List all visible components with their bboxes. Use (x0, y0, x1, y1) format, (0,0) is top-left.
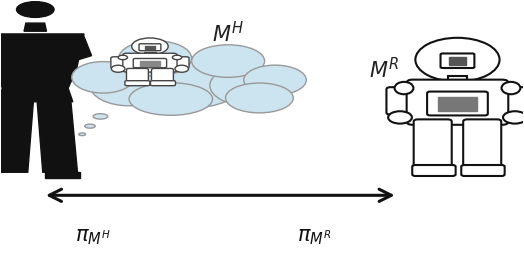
Text: $\pi_{M^R}$: $\pi_{M^R}$ (297, 227, 331, 247)
Ellipse shape (90, 65, 168, 106)
FancyBboxPatch shape (386, 87, 414, 115)
Ellipse shape (210, 65, 288, 106)
Polygon shape (0, 88, 73, 102)
Ellipse shape (395, 82, 413, 94)
Ellipse shape (501, 82, 520, 94)
Ellipse shape (118, 55, 127, 60)
Ellipse shape (172, 55, 182, 60)
Bar (145, 46, 155, 49)
Bar (447, 76, 467, 83)
Ellipse shape (72, 62, 134, 93)
FancyBboxPatch shape (413, 119, 452, 170)
Circle shape (175, 65, 189, 72)
Ellipse shape (118, 41, 192, 76)
FancyBboxPatch shape (500, 87, 524, 115)
Polygon shape (45, 172, 80, 178)
Circle shape (112, 65, 125, 72)
FancyBboxPatch shape (125, 81, 150, 86)
Bar (449, 57, 466, 65)
Text: $M^H$: $M^H$ (212, 21, 244, 47)
Ellipse shape (225, 83, 293, 113)
Text: $M^R$: $M^R$ (369, 57, 400, 82)
Ellipse shape (16, 2, 54, 17)
Ellipse shape (129, 83, 213, 115)
Polygon shape (0, 37, 63, 77)
Polygon shape (37, 102, 78, 172)
Polygon shape (0, 102, 34, 172)
FancyBboxPatch shape (139, 44, 161, 51)
FancyBboxPatch shape (111, 57, 125, 68)
FancyBboxPatch shape (461, 165, 505, 176)
FancyBboxPatch shape (407, 80, 508, 125)
Ellipse shape (244, 65, 307, 95)
FancyBboxPatch shape (412, 165, 456, 176)
Ellipse shape (93, 114, 108, 119)
FancyBboxPatch shape (126, 68, 148, 84)
Ellipse shape (85, 124, 95, 128)
Polygon shape (0, 34, 84, 88)
Circle shape (503, 111, 524, 124)
FancyBboxPatch shape (123, 53, 177, 72)
FancyBboxPatch shape (463, 119, 501, 170)
Ellipse shape (132, 38, 168, 55)
FancyBboxPatch shape (150, 81, 176, 86)
Bar (139, 61, 160, 65)
Ellipse shape (79, 133, 85, 136)
FancyBboxPatch shape (427, 92, 488, 115)
FancyBboxPatch shape (441, 53, 474, 68)
Bar (144, 52, 156, 56)
Circle shape (388, 111, 412, 124)
FancyBboxPatch shape (151, 68, 173, 84)
Ellipse shape (129, 57, 244, 109)
Text: $\pi_{M^H}$: $\pi_{M^H}$ (75, 227, 111, 247)
FancyBboxPatch shape (133, 58, 167, 68)
Polygon shape (24, 23, 47, 31)
Circle shape (416, 38, 499, 82)
FancyBboxPatch shape (174, 57, 189, 68)
Polygon shape (12, 37, 92, 77)
Ellipse shape (192, 45, 265, 77)
Bar (438, 97, 477, 111)
